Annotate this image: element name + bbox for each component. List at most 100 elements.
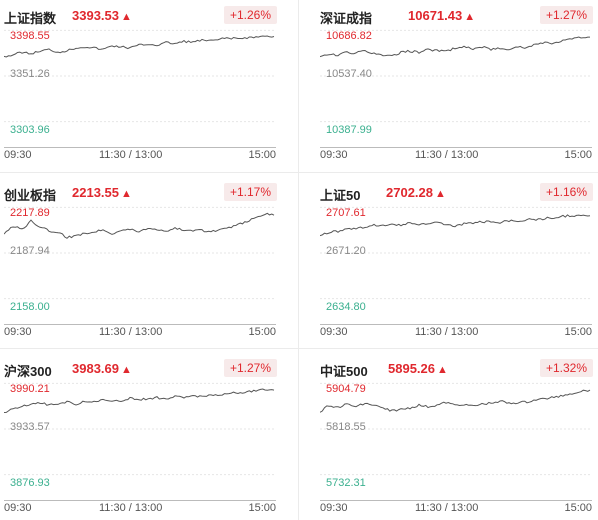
up-arrow-icon: ▲ xyxy=(435,188,446,200)
up-arrow-icon: ▲ xyxy=(121,11,132,23)
time-axis: 09:30 11:30 / 13:00 15:00 xyxy=(320,502,592,516)
intraday-chart[interactable]: 2217.89 2187.94 2158.00 xyxy=(4,205,276,325)
row-divider xyxy=(0,348,598,349)
time-label-end: 15:00 xyxy=(248,149,276,161)
change-percent-badge: +1.32% xyxy=(539,359,593,377)
intraday-chart[interactable]: 3398.55 3351.26 3303.96 xyxy=(4,28,276,148)
time-label-end: 15:00 xyxy=(564,149,592,161)
time-axis: 09:30 11:30 / 13:00 15:00 xyxy=(4,149,276,163)
y-label-low: 5732.31 xyxy=(326,477,366,489)
time-label-end: 15:00 xyxy=(248,326,276,338)
index-name[interactable]: 创业板指 xyxy=(4,188,57,203)
time-axis: 09:30 11:30 / 13:00 15:00 xyxy=(320,326,592,340)
up-arrow-icon: ▲ xyxy=(464,11,476,23)
column-divider xyxy=(298,0,299,520)
change-percent-badge: +1.27% xyxy=(539,6,593,24)
y-label-low: 3876.93 xyxy=(10,477,50,489)
y-label-high: 3990.21 xyxy=(10,383,50,395)
change-percent-badge: +1.17% xyxy=(223,183,277,201)
time-label-start: 09:30 xyxy=(320,502,348,514)
price-line xyxy=(320,36,590,58)
time-label-end: 15:00 xyxy=(564,502,592,514)
row-divider xyxy=(0,172,598,173)
y-label-high: 5904.79 xyxy=(326,383,366,395)
up-arrow-icon: ▲ xyxy=(121,364,132,376)
price-value: 10671.43 xyxy=(408,8,463,23)
index-name[interactable]: 深证成指 xyxy=(320,11,373,26)
time-label-mid: 11:30 / 13:00 xyxy=(415,502,479,514)
time-label-mid: 11:30 / 13:00 xyxy=(99,502,163,514)
intraday-chart-svg xyxy=(320,382,592,501)
y-label-mid: 10537.40 xyxy=(326,68,372,80)
up-arrow-icon: ▲ xyxy=(121,188,132,200)
price-value: 5895.26 xyxy=(388,361,435,376)
time-label-start: 09:30 xyxy=(4,326,32,338)
time-label-start: 09:30 xyxy=(4,502,32,514)
y-label-low: 2158.00 xyxy=(10,301,50,313)
time-axis: 09:30 11:30 / 13:00 15:00 xyxy=(4,326,276,340)
panel-header: 创业板指 2213.55 ▲ +1.17% xyxy=(4,181,284,203)
index-panel-csi500[interactable]: 中证500 5895.26 ▲ +1.32% 5904.79 5818.55 5732.31… xyxy=(320,353,598,518)
y-label-mid: 2187.94 xyxy=(10,245,50,257)
index-price: 3983.69 ▲ xyxy=(72,361,132,376)
time-label-end: 15:00 xyxy=(564,326,592,338)
intraday-chart-svg xyxy=(4,382,276,501)
index-panel-csi300[interactable]: 沪深300 3983.69 ▲ +1.27% 3990.21 3933.57 3876.93… xyxy=(4,353,284,518)
time-label-start: 09:30 xyxy=(320,149,348,161)
intraday-chart-svg xyxy=(4,206,276,325)
price-line xyxy=(320,389,591,413)
index-name[interactable]: 中证500 xyxy=(320,364,368,379)
y-label-low: 3303.96 xyxy=(10,124,50,136)
y-label-mid: 5818.55 xyxy=(326,421,366,433)
price-line xyxy=(320,214,591,237)
y-label-high: 3398.55 xyxy=(10,30,50,42)
price-value: 2213.55 xyxy=(72,185,119,200)
index-panel-sse50[interactable]: 上证50 2702.28 ▲ +1.16% 2707.61 2671.20 2634.80 0… xyxy=(320,177,598,342)
y-label-mid: 3351.26 xyxy=(10,68,50,80)
index-name[interactable]: 上证指数 xyxy=(4,11,57,26)
y-label-high: 10686.82 xyxy=(326,30,372,42)
index-panel-sz-component[interactable]: 深证成指 10671.43 ▲ +1.27% 10686.82 10537.40 10387… xyxy=(320,0,598,165)
y-label-high: 2707.61 xyxy=(326,207,366,219)
intraday-chart-svg xyxy=(4,29,276,148)
price-line xyxy=(4,35,275,58)
price-value: 2702.28 xyxy=(386,185,433,200)
panel-header: 中证500 5895.26 ▲ +1.32% xyxy=(320,357,598,379)
panel-header: 深证成指 10671.43 ▲ +1.27% xyxy=(320,4,598,26)
intraday-chart[interactable]: 3990.21 3933.57 3876.93 xyxy=(4,381,276,501)
time-label-end: 15:00 xyxy=(248,502,276,514)
time-axis: 09:30 11:30 / 13:00 15:00 xyxy=(4,502,276,516)
time-label-start: 09:30 xyxy=(4,149,32,161)
intraday-chart-svg xyxy=(320,29,592,148)
y-label-high: 2217.89 xyxy=(10,207,50,219)
index-price: 5895.26 ▲ xyxy=(388,361,448,376)
index-price: 3393.53 ▲ xyxy=(72,8,132,23)
y-label-mid: 2671.20 xyxy=(326,245,366,257)
intraday-chart[interactable]: 5904.79 5818.55 5732.31 xyxy=(320,381,592,501)
index-panel-chinext[interactable]: 创业板指 2213.55 ▲ +1.17% 2217.89 2187.94 2158.00 0… xyxy=(4,177,284,342)
index-name[interactable]: 沪深300 xyxy=(4,364,52,379)
y-label-low: 10387.99 xyxy=(326,124,372,136)
time-label-mid: 11:30 / 13:00 xyxy=(415,149,479,161)
time-label-mid: 11:30 / 13:00 xyxy=(99,326,163,338)
index-panel-sh-composite[interactable]: 上证指数 3393.53 ▲ +1.26% 3398.55 3351.26 3303.96 0… xyxy=(4,0,284,165)
change-percent-badge: +1.16% xyxy=(539,183,593,201)
price-value: 3983.69 xyxy=(72,361,119,376)
intraday-chart[interactable]: 2707.61 2671.20 2634.80 xyxy=(320,205,592,325)
time-label-mid: 11:30 / 13:00 xyxy=(99,149,163,161)
index-price: 10671.43 ▲ xyxy=(408,8,475,23)
index-price: 2702.28 ▲ xyxy=(386,185,446,200)
up-arrow-icon: ▲ xyxy=(437,364,448,376)
time-axis: 09:30 11:30 / 13:00 15:00 xyxy=(320,149,592,163)
y-label-low: 2634.80 xyxy=(326,301,366,313)
price-value: 3393.53 xyxy=(72,8,119,23)
panel-header: 沪深300 3983.69 ▲ +1.27% xyxy=(4,357,284,379)
change-percent-badge: +1.26% xyxy=(223,6,277,24)
change-percent-badge: +1.27% xyxy=(223,359,277,377)
index-name[interactable]: 上证50 xyxy=(320,188,361,203)
panel-header: 上证指数 3393.53 ▲ +1.26% xyxy=(4,4,284,26)
intraday-chart[interactable]: 10686.82 10537.40 10387.99 xyxy=(320,28,592,148)
panel-header: 上证50 2702.28 ▲ +1.16% xyxy=(320,181,598,203)
time-label-start: 09:30 xyxy=(320,326,348,338)
